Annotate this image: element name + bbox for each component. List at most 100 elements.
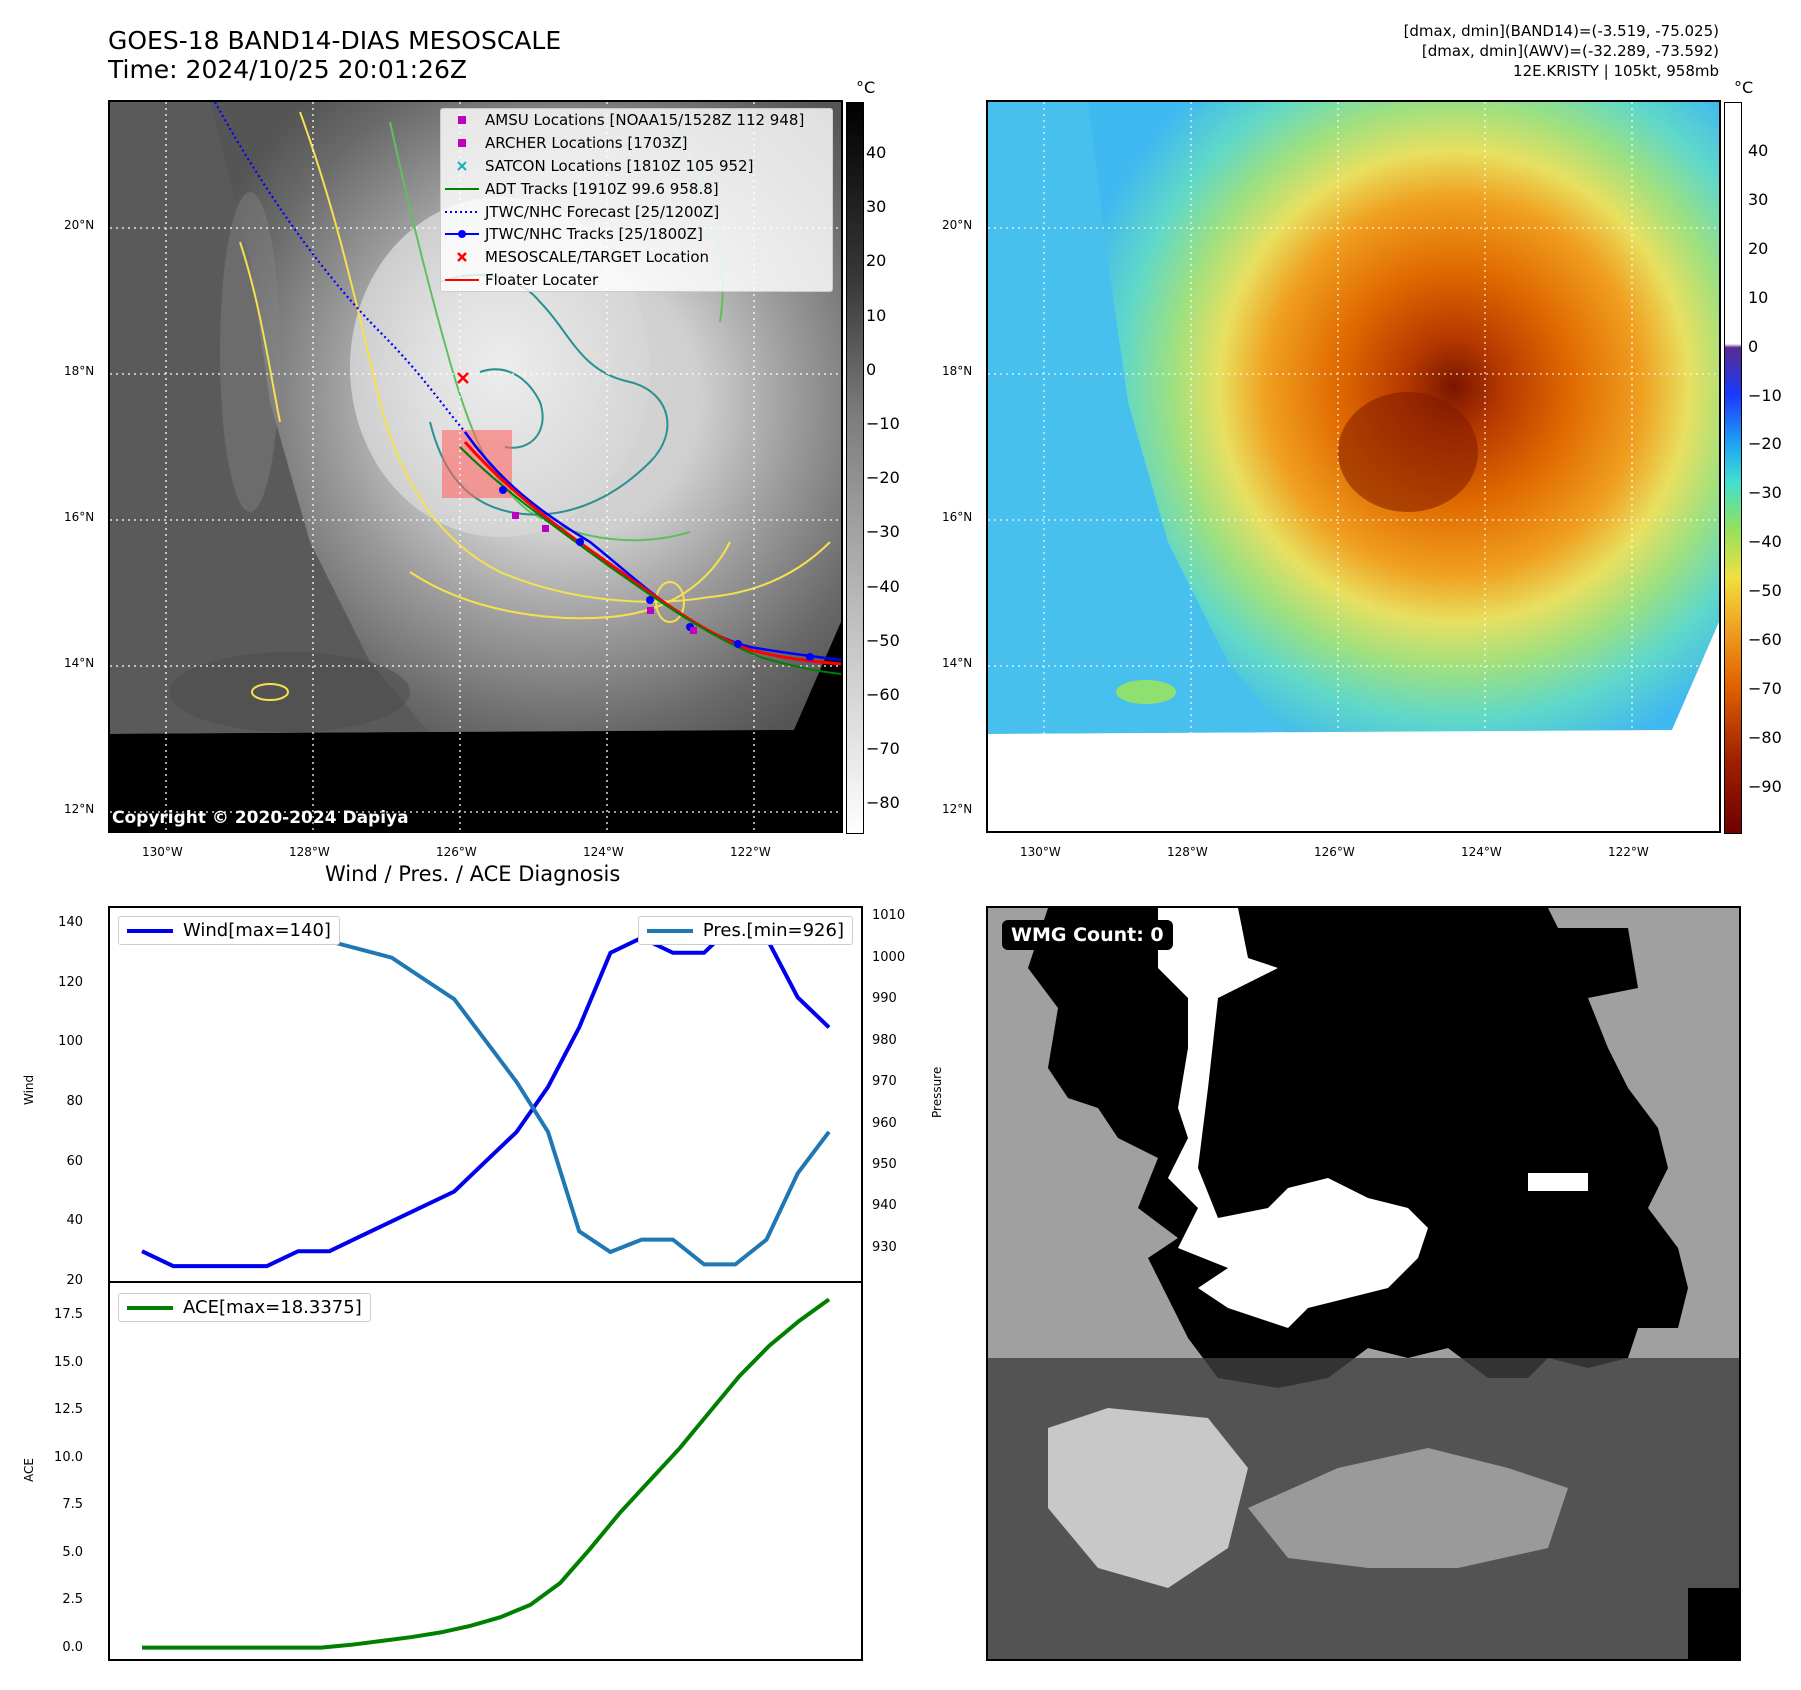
wmg-count-badge: WMG Count: 0 [1002, 920, 1173, 950]
figure-title: GOES-18 BAND14-DIAS MESOSCALE [108, 26, 562, 55]
ace-legend: ACE[max=18.3375] [118, 1293, 371, 1322]
lon-tick: 124°W [1461, 845, 1502, 859]
legend-item-tracks: JTWC/NHC Tracks [25/1800Z] [441, 223, 832, 246]
y-tick-label: 80 [66, 1093, 83, 1109]
y-tick-label: 15.0 [54, 1354, 83, 1370]
colorbar-tick: 40 [866, 143, 887, 162]
line-dot-marker-icon [445, 230, 479, 239]
ir-map-panel: AMSU Locations [NOAA15/1528Z 112 948] AR… [108, 100, 843, 833]
diagnosis-title: Wind / Pres. / ACE Diagnosis [325, 862, 621, 886]
wind-line-swatch [127, 928, 173, 933]
pressure-line-swatch [646, 928, 693, 933]
info-line-2: [dmax, dmin](AWV)=(-32.289, -73.592) [1421, 42, 1719, 60]
y-tick-label: 980 [872, 1032, 897, 1048]
colorbar-tick: 0 [866, 359, 877, 379]
pressure-axis-label: Pressure [930, 1066, 944, 1118]
colorbar-tick: −80 [1748, 727, 1782, 747]
legend-label: JTWC/NHC Forecast [25/1200Z] [485, 202, 720, 221]
color-ir-map-image [988, 102, 1719, 831]
y-tick-label: 1010 [872, 908, 906, 924]
y-tick-label: 950 [872, 1156, 897, 1172]
lon-tick: 128°W [1167, 845, 1208, 859]
legend-item-amsu: AMSU Locations [NOAA15/1528Z 112 948] [441, 109, 832, 132]
y-tick-label: 10.0 [54, 1449, 83, 1465]
y-tick-label: 5.0 [62, 1544, 83, 1560]
legend-label: ARCHER Locations [1703Z] [485, 134, 688, 153]
legend-item-archer: ARCHER Locations [1703Z] [441, 132, 832, 155]
colorbar-tick: −40 [1748, 532, 1782, 552]
legend-label: SATCON Locations [1810Z 105 952] [485, 156, 754, 175]
colorbar-unit: °C [856, 78, 876, 97]
legend-item-target: MESOSCALE/TARGET Location [441, 246, 832, 269]
legend-item-adt: ADT Tracks [1910Z 99.6 958.8] [441, 177, 832, 200]
ace-panel: ACE[max=18.3375] [108, 1281, 863, 1661]
lat-tick: 16°N [64, 510, 95, 524]
lon-tick: 130°W [142, 845, 183, 859]
lon-tick: 124°W [583, 845, 624, 859]
wmg-panel: WMG Count: 0 [986, 906, 1741, 1661]
square-marker-icon [458, 116, 466, 125]
x-marker-icon [457, 252, 467, 263]
lon-tick: 126°W [436, 845, 477, 859]
colorbar-tick: 0 [1748, 336, 1759, 356]
wind-legend-label: Wind[max=140] [183, 920, 331, 941]
map-legend: AMSU Locations [NOAA15/1528Z 112 948] AR… [440, 108, 833, 293]
colorbar-tick: 20 [866, 251, 887, 271]
colorbar-tick: −80 [866, 793, 900, 813]
colorbar-tick: −30 [866, 522, 900, 542]
y-tick-label: 2.5 [62, 1592, 83, 1608]
info-line-1: [dmax, dmin](BAND14)=(-3.519, -75.025) [1403, 22, 1719, 40]
lat-tick: 18°N [942, 364, 973, 378]
wmg-image [988, 908, 1739, 1659]
series-line [142, 1297, 831, 1650]
colorbar-tick: −90 [1748, 776, 1782, 796]
colorbar-tick: −70 [866, 739, 900, 759]
colorbar-tick: 10 [1748, 287, 1769, 307]
wind-pressure-panel: Wind[max=140] Pres.[min=926] [108, 906, 863, 1283]
dotted-line-icon [445, 210, 479, 213]
pressure-legend-label: Pres.[min=926] [702, 920, 844, 941]
legend-label: JTWC/NHC Tracks [25/1800Z] [485, 225, 703, 244]
lon-tick: 122°W [730, 845, 771, 859]
lat-tick: 14°N [64, 656, 95, 670]
legend-label: AMSU Locations [NOAA15/1528Z 112 948] [485, 111, 805, 130]
lat-tick: 18°N [64, 364, 95, 378]
colorbar-tick: −30 [1748, 483, 1782, 503]
color-ir-map-panel [986, 100, 1721, 833]
y-tick-label: 60 [66, 1153, 83, 1169]
y-tick-label: 140 [58, 914, 83, 930]
ace-legend-label: ACE[max=18.3375] [183, 1297, 362, 1318]
y-tick-label: 40 [66, 1213, 83, 1229]
y-tick-label: 7.5 [62, 1497, 83, 1513]
colorbar-tick: −40 [866, 576, 900, 596]
ace-plot [142, 1297, 831, 1650]
y-tick-label: 0.0 [62, 1639, 83, 1655]
legend-label: MESOSCALE/TARGET Location [485, 248, 710, 267]
colorbar-unit: °C [1734, 78, 1754, 97]
series-line [142, 935, 831, 1267]
y-tick-label: 100 [58, 1034, 83, 1050]
square-marker-icon [458, 139, 466, 148]
lon-tick: 130°W [1020, 845, 1061, 859]
lat-tick: 12°N [942, 802, 973, 816]
info-line-3: 12E.KRISTY | 105kt, 958mb [1513, 62, 1719, 80]
y-tick-label: 17.5 [54, 1307, 83, 1323]
copyright-text: Copyright © 2020-2024 Dapiya [112, 808, 409, 828]
color-colorbar [1724, 102, 1742, 834]
line-marker-icon [445, 278, 479, 281]
y-tick-label: 930 [872, 1239, 897, 1255]
colorbar-tick: −50 [866, 630, 900, 650]
colorbar-tick: 20 [1748, 238, 1769, 258]
legend-label: Floater Locater [485, 270, 599, 289]
y-tick-label: 1000 [872, 949, 906, 965]
y-tick-label: 20 [66, 1273, 83, 1288]
x-marker-icon [457, 161, 467, 171]
y-tick-label: 960 [872, 1115, 897, 1131]
legend-item-satcon: SATCON Locations [1810Z 105 952] [441, 155, 832, 178]
colorbar-tick: 30 [1748, 189, 1769, 209]
pressure-legend: Pres.[min=926] [637, 916, 853, 945]
colorbar-tick: −70 [1748, 678, 1782, 698]
line-marker-icon [445, 187, 479, 190]
y-tick-label: 120 [58, 974, 83, 990]
lat-tick: 16°N [942, 510, 973, 524]
